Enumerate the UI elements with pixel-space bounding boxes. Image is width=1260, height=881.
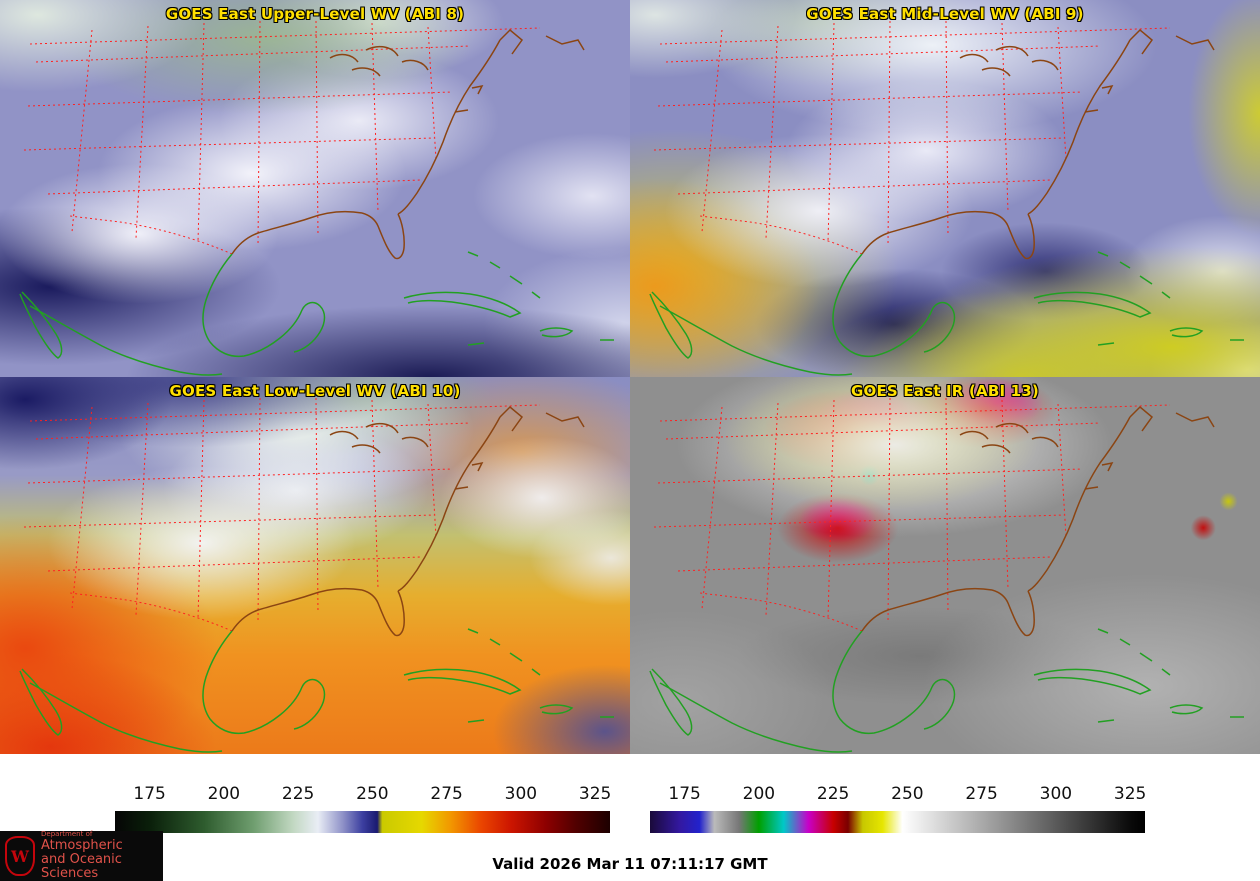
panel-title-abi8: GOES East Upper-Level WV (ABI 8) [165,5,465,23]
uw-aos-logo: W Department of Atmospheric and Oceanic … [0,831,163,881]
colorbar-wv: 175 200 225 250 275 300 325 [115,784,612,833]
tick-label: 325 [1113,784,1147,804]
colorbar-ir-gradient [650,811,1145,833]
panel-mid-level-wv: GOES East Mid-Level WV (ABI 9) [630,0,1260,377]
footer: 175 200 225 250 275 300 325 175 200 225 … [0,754,1260,881]
tick-label: 250 [356,784,389,804]
colorbar-ir-ticks: 175 200 225 250 275 300 325 [650,784,1147,806]
logo-text: Department of Atmospheric and Oceanic Sc… [41,831,158,881]
tick-label: 250 [891,784,924,804]
tick-label: 225 [816,784,850,804]
panel-title-abi13: GOES East IR (ABI 13) [850,382,1039,400]
tick-label: 200 [742,784,776,804]
panel-ir: GOES East IR (ABI 13) [630,377,1260,754]
tick-label: 175 [133,784,166,804]
colorbar-ir: 175 200 225 250 275 300 325 [650,784,1147,833]
map-overlay [19,20,615,376]
colorbar-wv-ticks: 175 200 225 250 275 300 325 [115,784,612,806]
tick-label: 300 [1039,784,1073,804]
logo-department-line: Department of [41,830,93,839]
map-overlay [649,20,1245,376]
tick-label: 200 [207,784,241,804]
tick-label: 325 [578,784,612,804]
panel-low-level-wv: GOES East Low-Level WV (ABI 10) [0,377,630,754]
map-overlay [19,397,615,753]
logo-oceanic-line: and Oceanic Sciences [41,851,122,881]
tick-label: 275 [965,784,998,804]
tick-label: 300 [504,784,538,804]
tick-label: 275 [430,784,463,804]
uw-crest-icon: W [5,836,35,876]
tick-label: 175 [668,784,701,804]
tick-label: 225 [281,784,315,804]
panel-upper-level-wv: GOES East Upper-Level WV (ABI 8) [0,0,630,377]
valid-time: Valid 2026 Mar 11 07:11:17 GMT [492,855,768,873]
logo-atmospheric-line: Atmospheric [41,837,123,853]
colorbar-wv-gradient [115,811,610,833]
panel-title-abi10: GOES East Low-Level WV (ABI 10) [169,382,461,400]
panel-title-abi9: GOES East Mid-Level WV (ABI 9) [806,5,1084,23]
map-overlay [649,397,1245,753]
panel-grid: GOES East Upper-Level WV (ABI 8) GOES Ea… [0,0,1260,754]
